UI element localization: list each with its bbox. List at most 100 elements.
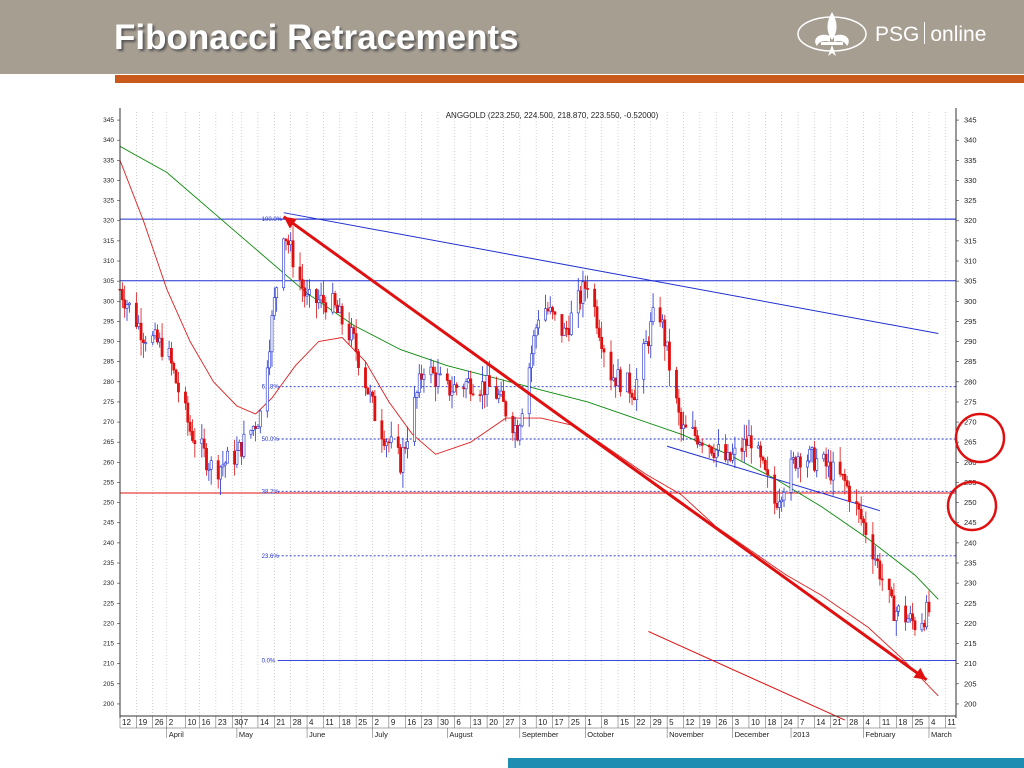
candle-body	[876, 558, 879, 562]
candle-body	[319, 294, 323, 301]
candle-body	[595, 306, 599, 329]
candle-body	[642, 343, 646, 380]
candle-body	[251, 426, 255, 431]
candle-body	[824, 453, 828, 467]
y-tick-label: 255	[103, 479, 114, 486]
candle-body	[726, 452, 730, 461]
candle-body	[202, 438, 206, 449]
candle-body	[300, 279, 304, 289]
candle-body	[272, 297, 276, 316]
x-tick-label: 19	[702, 718, 711, 727]
candle-body	[897, 605, 900, 612]
candle-body	[303, 287, 307, 297]
candle-body	[700, 442, 704, 446]
x-tick-label: 12	[122, 718, 131, 727]
short-moving-average	[119, 160, 939, 697]
candle-body	[551, 307, 554, 313]
candle-body	[890, 589, 893, 597]
candle-body	[401, 446, 405, 473]
y-tick-label: 280	[964, 377, 977, 386]
candle-body	[268, 351, 272, 369]
candle-body	[731, 453, 734, 461]
y-tick-label: 210	[964, 659, 977, 668]
candle-body	[242, 433, 246, 457]
candle-body	[894, 610, 898, 621]
fib-level-label: 61.8%	[262, 385, 280, 391]
candle-body	[275, 287, 279, 298]
y-tick-label: 270	[103, 419, 114, 426]
candle-body	[546, 308, 550, 312]
y-tick-label: 230	[964, 579, 977, 588]
candle-body	[663, 319, 667, 347]
candle-body	[209, 460, 213, 470]
candle-body	[200, 438, 204, 445]
candle-body	[887, 578, 891, 590]
candle-body	[488, 375, 491, 387]
candle-body	[120, 289, 124, 301]
y-tick-label: 305	[964, 277, 977, 286]
candle-body	[747, 435, 751, 446]
y-tick-label: 330	[103, 177, 114, 184]
candle-body	[775, 503, 779, 508]
candle-body	[922, 622, 926, 628]
candle-body	[156, 329, 159, 343]
candle-body	[144, 342, 148, 344]
y-tick-label: 340	[103, 137, 114, 144]
candle-body	[745, 439, 749, 446]
candle-body	[518, 425, 522, 441]
x-tick-label: 23	[218, 718, 227, 727]
y-tick-label: 300	[964, 297, 977, 306]
candle-body	[141, 339, 145, 343]
candle-body	[843, 474, 847, 481]
x-tick-label: 30	[440, 718, 449, 727]
candle-body	[773, 474, 777, 504]
candle-body	[871, 534, 875, 560]
x-tick-label: 18	[767, 718, 776, 727]
candle-body	[240, 441, 243, 457]
candle-body	[696, 435, 699, 445]
candle-body	[908, 613, 912, 620]
y-tick-label: 320	[964, 216, 977, 225]
y-axis-left: 200 205 210 215 220 225 230 235 240 245 250 255 260 2…	[103, 117, 120, 708]
candle-body	[364, 367, 367, 389]
month-label: November	[669, 730, 704, 739]
y-tick-label: 330	[964, 176, 977, 185]
candle-body	[691, 426, 695, 429]
x-tick-label: 11	[947, 718, 956, 727]
candle-body	[873, 558, 877, 561]
long-moving-average	[119, 145, 939, 600]
candle-body	[193, 440, 197, 445]
candle-body	[632, 397, 636, 401]
y-tick-label: 345	[103, 117, 114, 124]
x-tick-label: 10	[751, 718, 760, 727]
candle-body	[647, 341, 650, 346]
x-tick-label: 10	[538, 718, 547, 727]
candle-body	[661, 319, 664, 323]
candle-body	[710, 446, 713, 454]
y-tick-label: 235	[103, 560, 114, 567]
x-tick-label: 18	[898, 718, 907, 727]
candle-body	[466, 378, 470, 383]
y-tick-label: 340	[964, 136, 977, 145]
fleur-de-lis-icon	[797, 12, 867, 56]
candle-body	[481, 381, 484, 396]
candle-body	[284, 238, 288, 242]
y-tick-label: 230	[103, 580, 114, 587]
candle-body	[602, 348, 606, 353]
candle-body	[562, 327, 566, 336]
x-tick-label: 10	[187, 718, 196, 727]
x-tick-label: 16	[201, 718, 210, 727]
candle-body	[464, 381, 468, 390]
y-tick-label: 290	[964, 337, 977, 346]
candle-body	[759, 445, 763, 458]
candle-body	[291, 240, 295, 268]
header-accent-bar	[115, 75, 1024, 83]
candle-body	[368, 391, 372, 395]
candle-body	[450, 391, 454, 396]
candle-body	[420, 373, 424, 380]
candle-body	[495, 386, 498, 399]
month-label: June	[309, 730, 325, 739]
candle-body	[675, 369, 678, 399]
candle-body	[511, 415, 515, 434]
candle-body	[338, 305, 342, 313]
